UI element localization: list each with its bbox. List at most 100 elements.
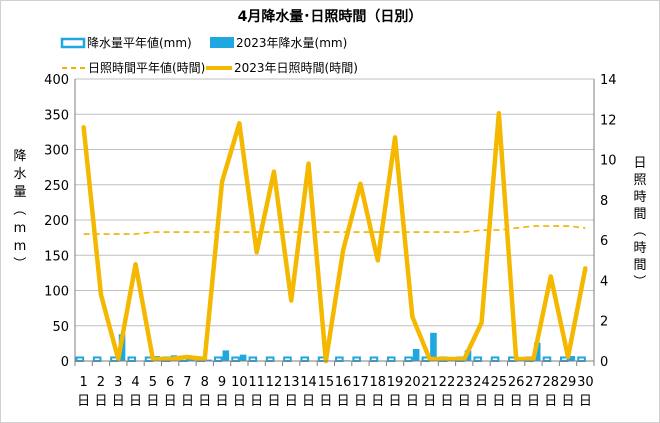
point-2023-sunshine (463, 358, 466, 360)
x-tick-label-number: 9 (218, 375, 226, 390)
y-left-tick-label: 400 (44, 73, 69, 88)
point-2023-sunshine (532, 358, 535, 360)
x-tick-label-number: 21 (421, 375, 438, 390)
point-2023-sunshine (549, 275, 552, 278)
y-right-axis-title-char: ） (631, 274, 646, 287)
x-tick-label-day: 日 (544, 394, 557, 409)
point-2023-sunshine (221, 180, 223, 183)
point-2023-sunshine (186, 356, 189, 358)
x-tick-label-day: 日 (233, 394, 246, 409)
x-tick-label-number: 8 (201, 375, 209, 390)
y-left-tick-label: 100 (44, 285, 69, 300)
x-tick-label-number: 17 (352, 375, 369, 390)
x-tick-label-day: 日 (181, 394, 194, 409)
x-tick-label-number: 1 (80, 375, 88, 390)
bar-normal-precip (92, 356, 102, 363)
bar-normal-precip (283, 356, 292, 363)
x-tick-label-number: 20 (404, 375, 421, 390)
point-2023-sunshine (117, 358, 120, 360)
x-tick-label-day: 日 (406, 394, 419, 409)
gridlines (75, 78, 594, 327)
bar-2023-precip (430, 332, 437, 361)
bar-normal-precip (75, 356, 85, 363)
x-tick-label-day: 日 (94, 394, 107, 409)
x-tick-label-number: 26 (508, 375, 525, 390)
x-tick-label-number: 19 (387, 375, 404, 390)
x-tick-label-number: 29 (560, 375, 577, 390)
x-tick-label-day: 日 (371, 394, 384, 409)
point-2023-sunshine (342, 249, 344, 252)
point-2023-sunshine (584, 267, 587, 270)
point-2023-sunshine (100, 293, 102, 296)
point-2023-sunshine (428, 358, 431, 360)
point-2023-sunshine (255, 251, 258, 254)
y-left-axis-title-char: 水 (13, 167, 26, 182)
y-left-axis-title-char: m (14, 239, 27, 254)
bar-normal-precip (127, 356, 137, 363)
legend-label-2023-precip: 2023年降水量(mm) (236, 36, 347, 50)
x-tick-label-day: 日 (129, 394, 142, 409)
point-2023-sunshine (273, 170, 275, 173)
y-left-axis-title-char: m (14, 221, 27, 236)
y-left-tick-label: 50 (52, 320, 69, 335)
point-2023-sunshine (152, 358, 154, 360)
point-2023-sunshine (359, 182, 362, 185)
x-tick-label-number: 25 (491, 375, 508, 390)
x-tick-label-number: 18 (369, 375, 386, 390)
point-2023-sunshine (446, 358, 448, 360)
point-2023-sunshine (203, 358, 206, 360)
y-left-tick-label: 0 (61, 355, 69, 370)
legend: 降水量平年値(mm) 2023年降水量(mm) 日照時間平年値(時間) 2023… (60, 35, 358, 75)
y-left-axis-title-char: ） (11, 256, 26, 269)
x-tick-label-number: 27 (525, 375, 542, 390)
y-left-axis-title-char: 降 (13, 149, 26, 164)
y-left-tick-label: 250 (44, 179, 69, 194)
point-2023-sunshine (515, 358, 517, 360)
x-tick-label-day: 日 (302, 394, 315, 409)
lines (81, 110, 588, 364)
x-tick-label-number: 16 (335, 375, 352, 390)
y-left-axis-title: 降水量 （ mm ） (11, 149, 27, 270)
x-tick-label-day: 日 (198, 394, 211, 409)
y-left-axis-title-char: （ (11, 202, 26, 215)
y-left-tick-label: 350 (44, 108, 69, 123)
axes: 050100150200250300350400024681012141日2日3… (44, 73, 616, 409)
x-tick-label-day: 日 (458, 394, 471, 409)
y-right-tick-label: 2 (600, 315, 608, 330)
y-right-axis-title-char: 間 (633, 207, 646, 222)
x-tick-label-day: 日 (389, 394, 402, 409)
line-2023-sunshine (81, 110, 588, 364)
bar-normal-precip (213, 356, 223, 363)
y-right-axis-title-char: 照 (633, 173, 646, 188)
bar-normal-precip (335, 356, 344, 363)
y-right-axis-title: 日照時間（時間） (631, 156, 647, 288)
chart-title: 4月降水量･日照時間（日別） (238, 8, 423, 25)
x-tick-label-day: 日 (579, 394, 592, 409)
y-left-tick-label: 300 (44, 144, 69, 159)
x-tick-label-day: 日 (354, 394, 367, 409)
x-tick-label-number: 23 (456, 375, 473, 390)
x-tick-label-number: 2 (97, 375, 105, 390)
point-2023-sunshine (169, 358, 171, 360)
legend-label-normal-sunshine: 日照時間平年値(時間) (88, 60, 205, 75)
x-tick-label-number: 14 (300, 375, 317, 390)
x-tick-label-number: 28 (542, 375, 559, 390)
point-2023-sunshine (307, 162, 310, 165)
x-tick-label-day: 日 (267, 394, 280, 409)
bar-2023-precip (239, 354, 247, 361)
x-tick-label-day: 日 (112, 394, 125, 409)
bar-2023-precip (222, 350, 230, 361)
bar-normal-precip (386, 356, 396, 363)
x-tick-label-number: 11 (248, 375, 265, 390)
x-tick-label-day: 日 (527, 394, 540, 409)
x-tick-label-number: 12 (266, 375, 283, 390)
x-tick-label-day: 日 (164, 394, 177, 409)
x-tick-label-number: 4 (131, 375, 139, 390)
x-tick-label-number: 3 (114, 375, 122, 390)
x-tick-label-number: 6 (166, 375, 174, 390)
point-2023-sunshine (498, 112, 500, 115)
y-right-tick-label: 6 (600, 234, 608, 249)
bar-normal-precip (473, 356, 483, 363)
x-tick-label-day: 日 (492, 394, 505, 409)
y-right-tick-label: 10 (600, 154, 617, 169)
